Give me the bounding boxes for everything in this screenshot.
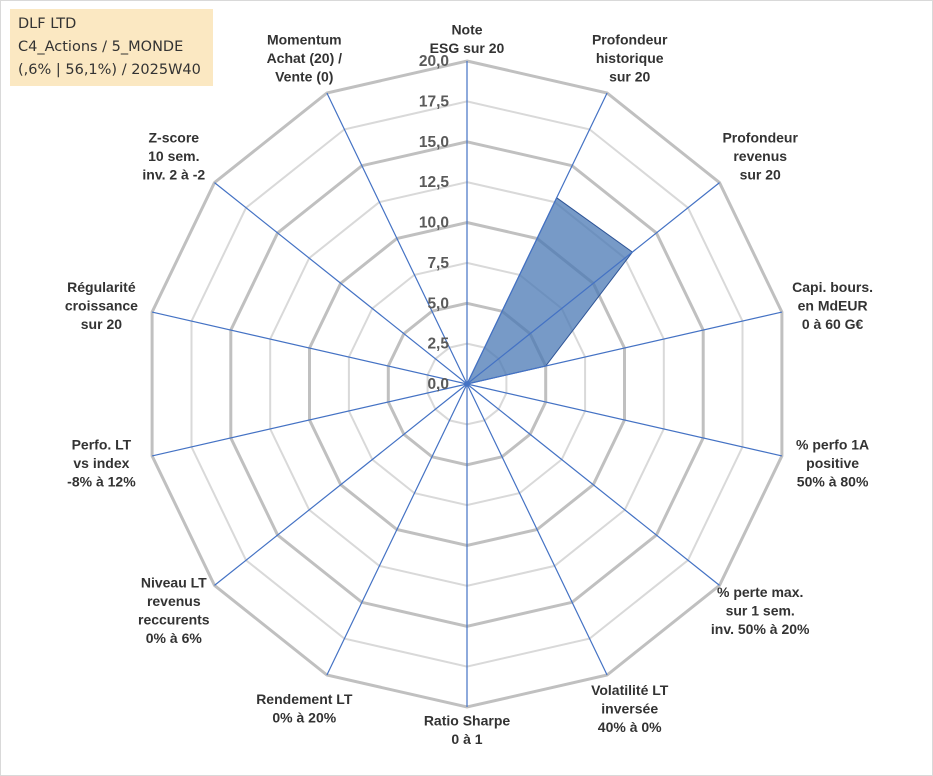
tick-label: 5,0 xyxy=(427,295,449,312)
axis-label-line: Volatilité LT xyxy=(591,682,669,698)
axis-label-line: % perte max. xyxy=(717,584,803,600)
axis-label-line: 10 sem. xyxy=(148,148,199,164)
info-line-stats: (,6% | 56,1%) / 2025W40 xyxy=(18,62,201,78)
axis-label: Momentum Achat (20) / Vente (0) xyxy=(267,32,343,85)
axis-label-line: inv. 2 à -2 xyxy=(142,167,205,183)
tick-label: 15,0 xyxy=(419,134,449,151)
axis-label-line: 0 à 1 xyxy=(451,731,482,747)
axis-label-line: Profondeur xyxy=(592,32,668,48)
axis-spoke xyxy=(466,383,783,457)
axis-label-line: Profondeur xyxy=(722,130,798,146)
axis-spoke xyxy=(326,92,468,385)
axis-label-line: Capi. bours. xyxy=(792,279,873,295)
axis-label: Profondeur revenus sur 20 xyxy=(722,130,798,183)
axis-label-line: Vente (0) xyxy=(275,69,333,85)
axis-label-line: sur 20 xyxy=(740,167,781,183)
axis-spoke xyxy=(151,311,468,385)
axis-label-line: Régularité xyxy=(67,279,136,295)
radar-tick-labels: 0,0 2,5 5,0 7,5 10,0 12,5 15,0 17,5 20,0 xyxy=(419,53,450,393)
axis-label-line: Perfo. LT xyxy=(72,436,132,452)
axis-spoke xyxy=(466,92,608,385)
axis-label-line: inv. 50% à 20% xyxy=(711,621,810,637)
axis-label-line: historique xyxy=(596,50,664,66)
tick-label: 0,0 xyxy=(427,376,449,393)
axis-spoke xyxy=(466,311,783,385)
tick-label: 7,5 xyxy=(427,255,449,272)
info-line-name: DLF LTD xyxy=(18,16,77,32)
axis-label-line: 50% à 80% xyxy=(797,473,869,489)
info-line-category: C4_Actions / 5_MONDE xyxy=(18,39,184,55)
axis-spoke xyxy=(466,383,720,586)
axis-spoke xyxy=(214,383,468,586)
axis-label: % perte max. sur 1 sem. inv. 50% à 20% xyxy=(711,584,810,637)
axis-label-line: 40% à 0% xyxy=(598,719,662,735)
radar-axis-labels: Note ESG sur 20 Profondeur historique sur 20… xyxy=(65,22,873,748)
axis-label-line: Ratio Sharpe xyxy=(424,713,511,729)
radar-spokes xyxy=(151,61,783,707)
axis-label-line: inversée xyxy=(601,700,658,716)
axis-label-line: Niveau LT xyxy=(141,575,207,591)
tick-label: 20,0 xyxy=(419,53,449,70)
tick-label: 17,5 xyxy=(419,93,450,110)
axis-label-line: Rendement LT xyxy=(256,691,353,707)
axis-label-line: sur 20 xyxy=(81,316,122,332)
axis-label-line: reccurents xyxy=(138,612,210,628)
axis-label: Z-score 10 sem. inv. 2 à -2 xyxy=(142,130,205,183)
axis-label-line: 0% à 6% xyxy=(146,630,203,646)
radar-series xyxy=(466,197,634,385)
axis-label: Note ESG sur 20 xyxy=(430,22,505,57)
axis-label-line: Momentum xyxy=(267,32,342,48)
axis-label: Perfo. LT vs index -8% à 12% xyxy=(67,436,136,489)
axis-label: Rendement LT 0% à 20% xyxy=(256,691,353,726)
axis-label: Niveau LT revenus reccurents 0% à 6% xyxy=(138,575,210,647)
axis-label-line: positive xyxy=(806,455,859,471)
tick-label: 2,5 xyxy=(427,336,449,353)
axis-label-line: 0 à 60 G€ xyxy=(802,316,864,332)
axis-label-line: -8% à 12% xyxy=(67,473,136,489)
axis-spoke xyxy=(466,182,720,385)
axis-spoke xyxy=(214,182,468,385)
axis-label-line: Note xyxy=(451,22,482,38)
axis-label: Volatilité LT inversée 40% à 0% xyxy=(591,682,669,735)
axis-label-line: vs index xyxy=(73,455,129,471)
axis-label-line: ESG sur 20 xyxy=(430,40,505,56)
axis-label-line: croissance xyxy=(65,298,138,314)
axis-label-line: 0% à 20% xyxy=(272,710,336,726)
series-area xyxy=(466,197,634,385)
axis-spoke xyxy=(326,383,468,676)
axis-label: Profondeur historique sur 20 xyxy=(592,32,668,85)
axis-spoke xyxy=(466,383,608,676)
info-box: DLF LTD C4_Actions / 5_MONDE (,6% | 56,1… xyxy=(10,9,213,86)
axis-label-line: revenus xyxy=(147,593,201,609)
axis-label-line: sur 1 sem. xyxy=(726,602,795,618)
axis-label-line: Z-score xyxy=(149,130,200,146)
axis-label: % perfo 1A positive 50% à 80% xyxy=(796,436,869,489)
tick-label: 12,5 xyxy=(419,174,450,191)
axis-label-line: % perfo 1A xyxy=(796,436,869,452)
axis-label-line: en MdEUR xyxy=(798,298,868,314)
axis-label-line: Achat (20) / xyxy=(267,50,343,66)
axis-label-line: revenus xyxy=(733,148,787,164)
axis-label: Capi. bours. en MdEUR 0 à 60 G€ xyxy=(792,279,873,332)
axis-label: Régularité croissance sur 20 xyxy=(65,279,138,332)
axis-label-line: sur 20 xyxy=(609,69,650,85)
axis-spoke xyxy=(151,383,468,457)
tick-label: 10,0 xyxy=(419,215,449,232)
axis-label: Ratio Sharpe 0 à 1 xyxy=(424,713,511,748)
